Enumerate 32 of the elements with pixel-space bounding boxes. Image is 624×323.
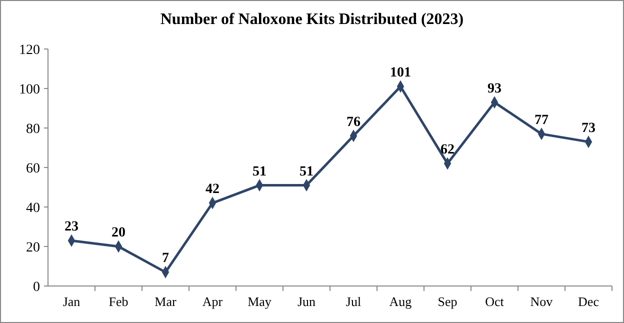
data-label: 76 bbox=[346, 114, 360, 130]
x-tick-label: Apr bbox=[202, 294, 224, 309]
x-tick-label: Jul bbox=[346, 294, 362, 309]
data-label: 51 bbox=[300, 164, 314, 180]
x-tick-label: Oct bbox=[485, 294, 504, 309]
y-tick-label: 20 bbox=[26, 240, 40, 256]
chart-title: Number of Naloxone Kits Distributed (2023) bbox=[160, 11, 464, 28]
x-tick-label: Nov bbox=[530, 294, 554, 309]
x-tick-label: Sep bbox=[438, 294, 458, 309]
x-tick-label: Feb bbox=[108, 294, 128, 309]
y-tick-label: 100 bbox=[19, 82, 40, 98]
y-tick-label: 80 bbox=[26, 122, 40, 137]
data-label: 93 bbox=[488, 81, 502, 96]
data-label: 51 bbox=[252, 164, 266, 180]
data-label: 42 bbox=[206, 182, 220, 198]
x-tick-label: Jan bbox=[62, 294, 81, 309]
data-label: 77 bbox=[534, 112, 548, 128]
x-tick-label: Dec bbox=[578, 294, 600, 309]
x-tick-label: Aug bbox=[389, 294, 412, 309]
y-tick-label: 120 bbox=[19, 42, 40, 58]
data-label: 20 bbox=[112, 226, 126, 240]
data-label: 23 bbox=[64, 220, 78, 235]
data-label: 62 bbox=[440, 142, 454, 158]
x-tick-label: May bbox=[248, 294, 272, 309]
data-label: 101 bbox=[390, 66, 411, 81]
x-tick-label: Jun bbox=[297, 294, 316, 309]
y-tick-label: 60 bbox=[26, 161, 40, 176]
y-tick-label: 0 bbox=[33, 280, 40, 295]
y-tick-label: 40 bbox=[26, 200, 40, 216]
x-tick-label: Mar bbox=[154, 294, 177, 309]
data-label: 73 bbox=[582, 120, 596, 136]
data-label: 7 bbox=[162, 251, 169, 266]
